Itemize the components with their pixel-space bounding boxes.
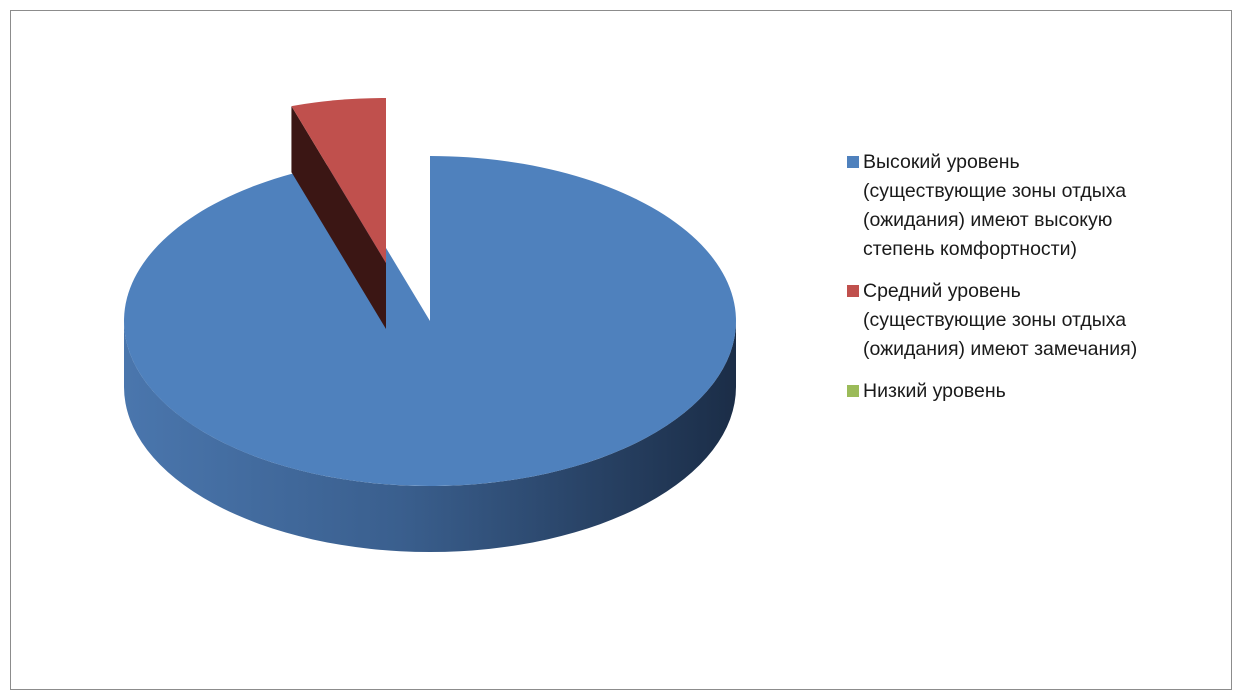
legend-swatch-high	[847, 156, 859, 168]
pie-slice-medium-top	[291, 98, 386, 263]
pie-slice-medium-cut-face	[291, 106, 386, 329]
pie-slice-medium	[291, 98, 386, 329]
legend-item-medium: Средний уровень (существующие зоны отдых…	[843, 277, 1215, 364]
pie-slice-high-side	[124, 321, 736, 552]
pie-slice-high	[123, 156, 736, 552]
pie-slice-high-top	[123, 156, 736, 486]
legend-label-low: Низкий уровень	[863, 380, 1006, 402]
legend-item-low: Низкий уровень	[843, 377, 1215, 406]
legend-swatch-low	[847, 385, 859, 397]
legend: Высокий уровень (существующие зоны отдых…	[843, 148, 1215, 419]
legend-label-medium: Средний уровень (существующие зоны отдых…	[863, 280, 1138, 360]
legend-item-high: Высокий уровень (существующие зоны отдых…	[843, 148, 1215, 264]
legend-swatch-medium	[847, 285, 859, 297]
legend-label-high: Высокий уровень (существующие зоны отдых…	[863, 151, 1127, 260]
